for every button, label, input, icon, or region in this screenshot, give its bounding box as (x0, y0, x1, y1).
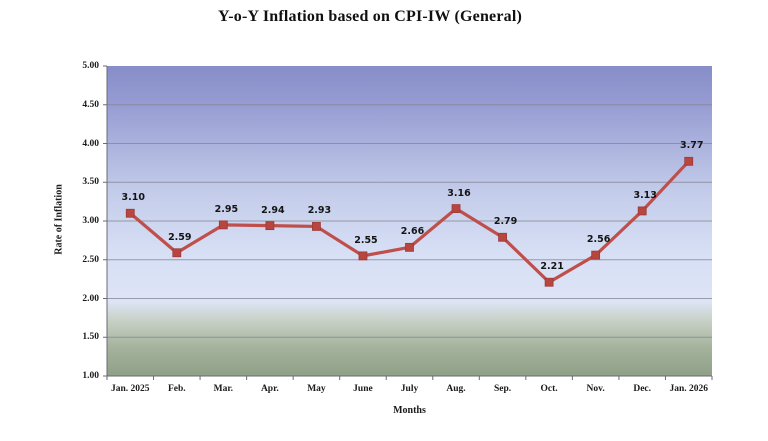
y-axis-tick-label: 4.00 (82, 138, 99, 149)
data-point-marker (125, 208, 135, 218)
data-point-label: 3.13 (633, 189, 657, 201)
y-axis-tick-label: 1.00 (82, 371, 99, 381)
x-axis-tick-label: July (400, 384, 419, 394)
x-axis-tick-label: Jan. 2025 (110, 384, 150, 394)
data-point-label: 2.66 (400, 226, 425, 238)
x-axis-tick-label: June (353, 384, 373, 394)
y-axis-tick-label: 3.50 (82, 177, 99, 188)
data-point-marker (358, 251, 368, 261)
data-point-marker (591, 250, 601, 260)
x-axis-tick-label: Mar. (213, 384, 234, 394)
data-point-marker (172, 248, 182, 258)
data-point-label: 2.21 (540, 261, 564, 273)
data-point-label: 3.10 (121, 192, 145, 204)
x-axis-tick-label: Jan. 2026 (669, 384, 708, 394)
x-axis-tick-label: Feb. (167, 384, 186, 394)
data-point-label: 2.55 (354, 234, 378, 246)
data-point-marker (312, 222, 321, 231)
data-point-label: 2.93 (307, 205, 332, 217)
data-point-label: 3.77 (679, 140, 704, 152)
data-point-marker (451, 204, 461, 214)
data-point-label: 2.59 (168, 231, 192, 243)
x-axis-tick-label: Sep. (493, 384, 512, 394)
y-axis-title: Rate of Inflation (53, 184, 65, 255)
x-axis-tick-label: Aug. (446, 384, 466, 394)
y-axis-tick-label: 2.50 (82, 254, 99, 265)
x-axis-tick-label: Oct. (540, 384, 558, 394)
data-point-marker (405, 242, 414, 252)
data-point-label: 2.94 (261, 204, 285, 216)
x-axis-tick-label: May (307, 384, 326, 394)
data-point-marker (637, 206, 647, 216)
data-point-label: 2.79 (493, 216, 518, 228)
x-axis-title: Months (393, 405, 426, 416)
y-axis-tick-label: 3.00 (82, 216, 99, 226)
y-axis-tick-label: 4.50 (82, 99, 99, 110)
x-axis-tick-label: Apr. (260, 384, 279, 394)
data-point-marker (498, 232, 507, 242)
x-axis-tick-label: Nov. (586, 384, 605, 394)
data-point-marker (218, 220, 228, 230)
x-axis-tick-label: Dec. (633, 384, 652, 394)
data-point-marker (265, 221, 275, 231)
data-point-label: 2.95 (214, 203, 239, 215)
y-axis-tick-label: 1.50 (82, 332, 99, 343)
data-point-label: 3.16 (447, 187, 471, 199)
data-point-label: 2.56 (586, 234, 611, 246)
data-point-marker (544, 277, 554, 287)
data-point-marker (684, 156, 694, 166)
chart-title: Y-o-Y Inflation based on CPI-IW (General… (217, 8, 523, 25)
y-axis-tick-label: 2.00 (82, 293, 99, 304)
y-axis-tick-label: 5.00 (82, 61, 99, 71)
